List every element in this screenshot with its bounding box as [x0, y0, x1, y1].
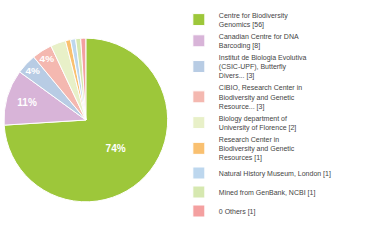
svg-text:Research Center inBiodiversity: Research Center inBiodiversity and Genet…: [219, 136, 295, 162]
svg-text:4%: 4%: [40, 53, 55, 64]
svg-text:Canadian Centre for DNABarcodi: Canadian Centre for DNABarcoding [8]: [219, 33, 299, 50]
svg-text:Institut de Biologia Evolutiva: Institut de Biologia Evolutiva(CSIC-UPF)…: [219, 54, 307, 80]
svg-text:74%: 74%: [106, 143, 126, 154]
svg-text:Mined from GenBank, NCBI [1]: Mined from GenBank, NCBI [1]: [219, 189, 316, 197]
svg-text:Centre for BiodiversityGenomic: Centre for BiodiversityGenomics [56]: [219, 12, 288, 29]
svg-text:0 Others [1]: 0 Others [1]: [219, 208, 256, 216]
svg-text:4%: 4%: [26, 65, 41, 76]
svg-text:Natural History Museum, London: Natural History Museum, London [1]: [219, 170, 331, 178]
svg-text:Biology department ofUniversit: Biology department ofUniversity of Flore…: [219, 115, 296, 132]
svg-text:CIBIO, Research Center inBiodi: CIBIO, Research Center inBiodiversity an…: [219, 84, 302, 110]
svg-text:11%: 11%: [17, 97, 37, 108]
